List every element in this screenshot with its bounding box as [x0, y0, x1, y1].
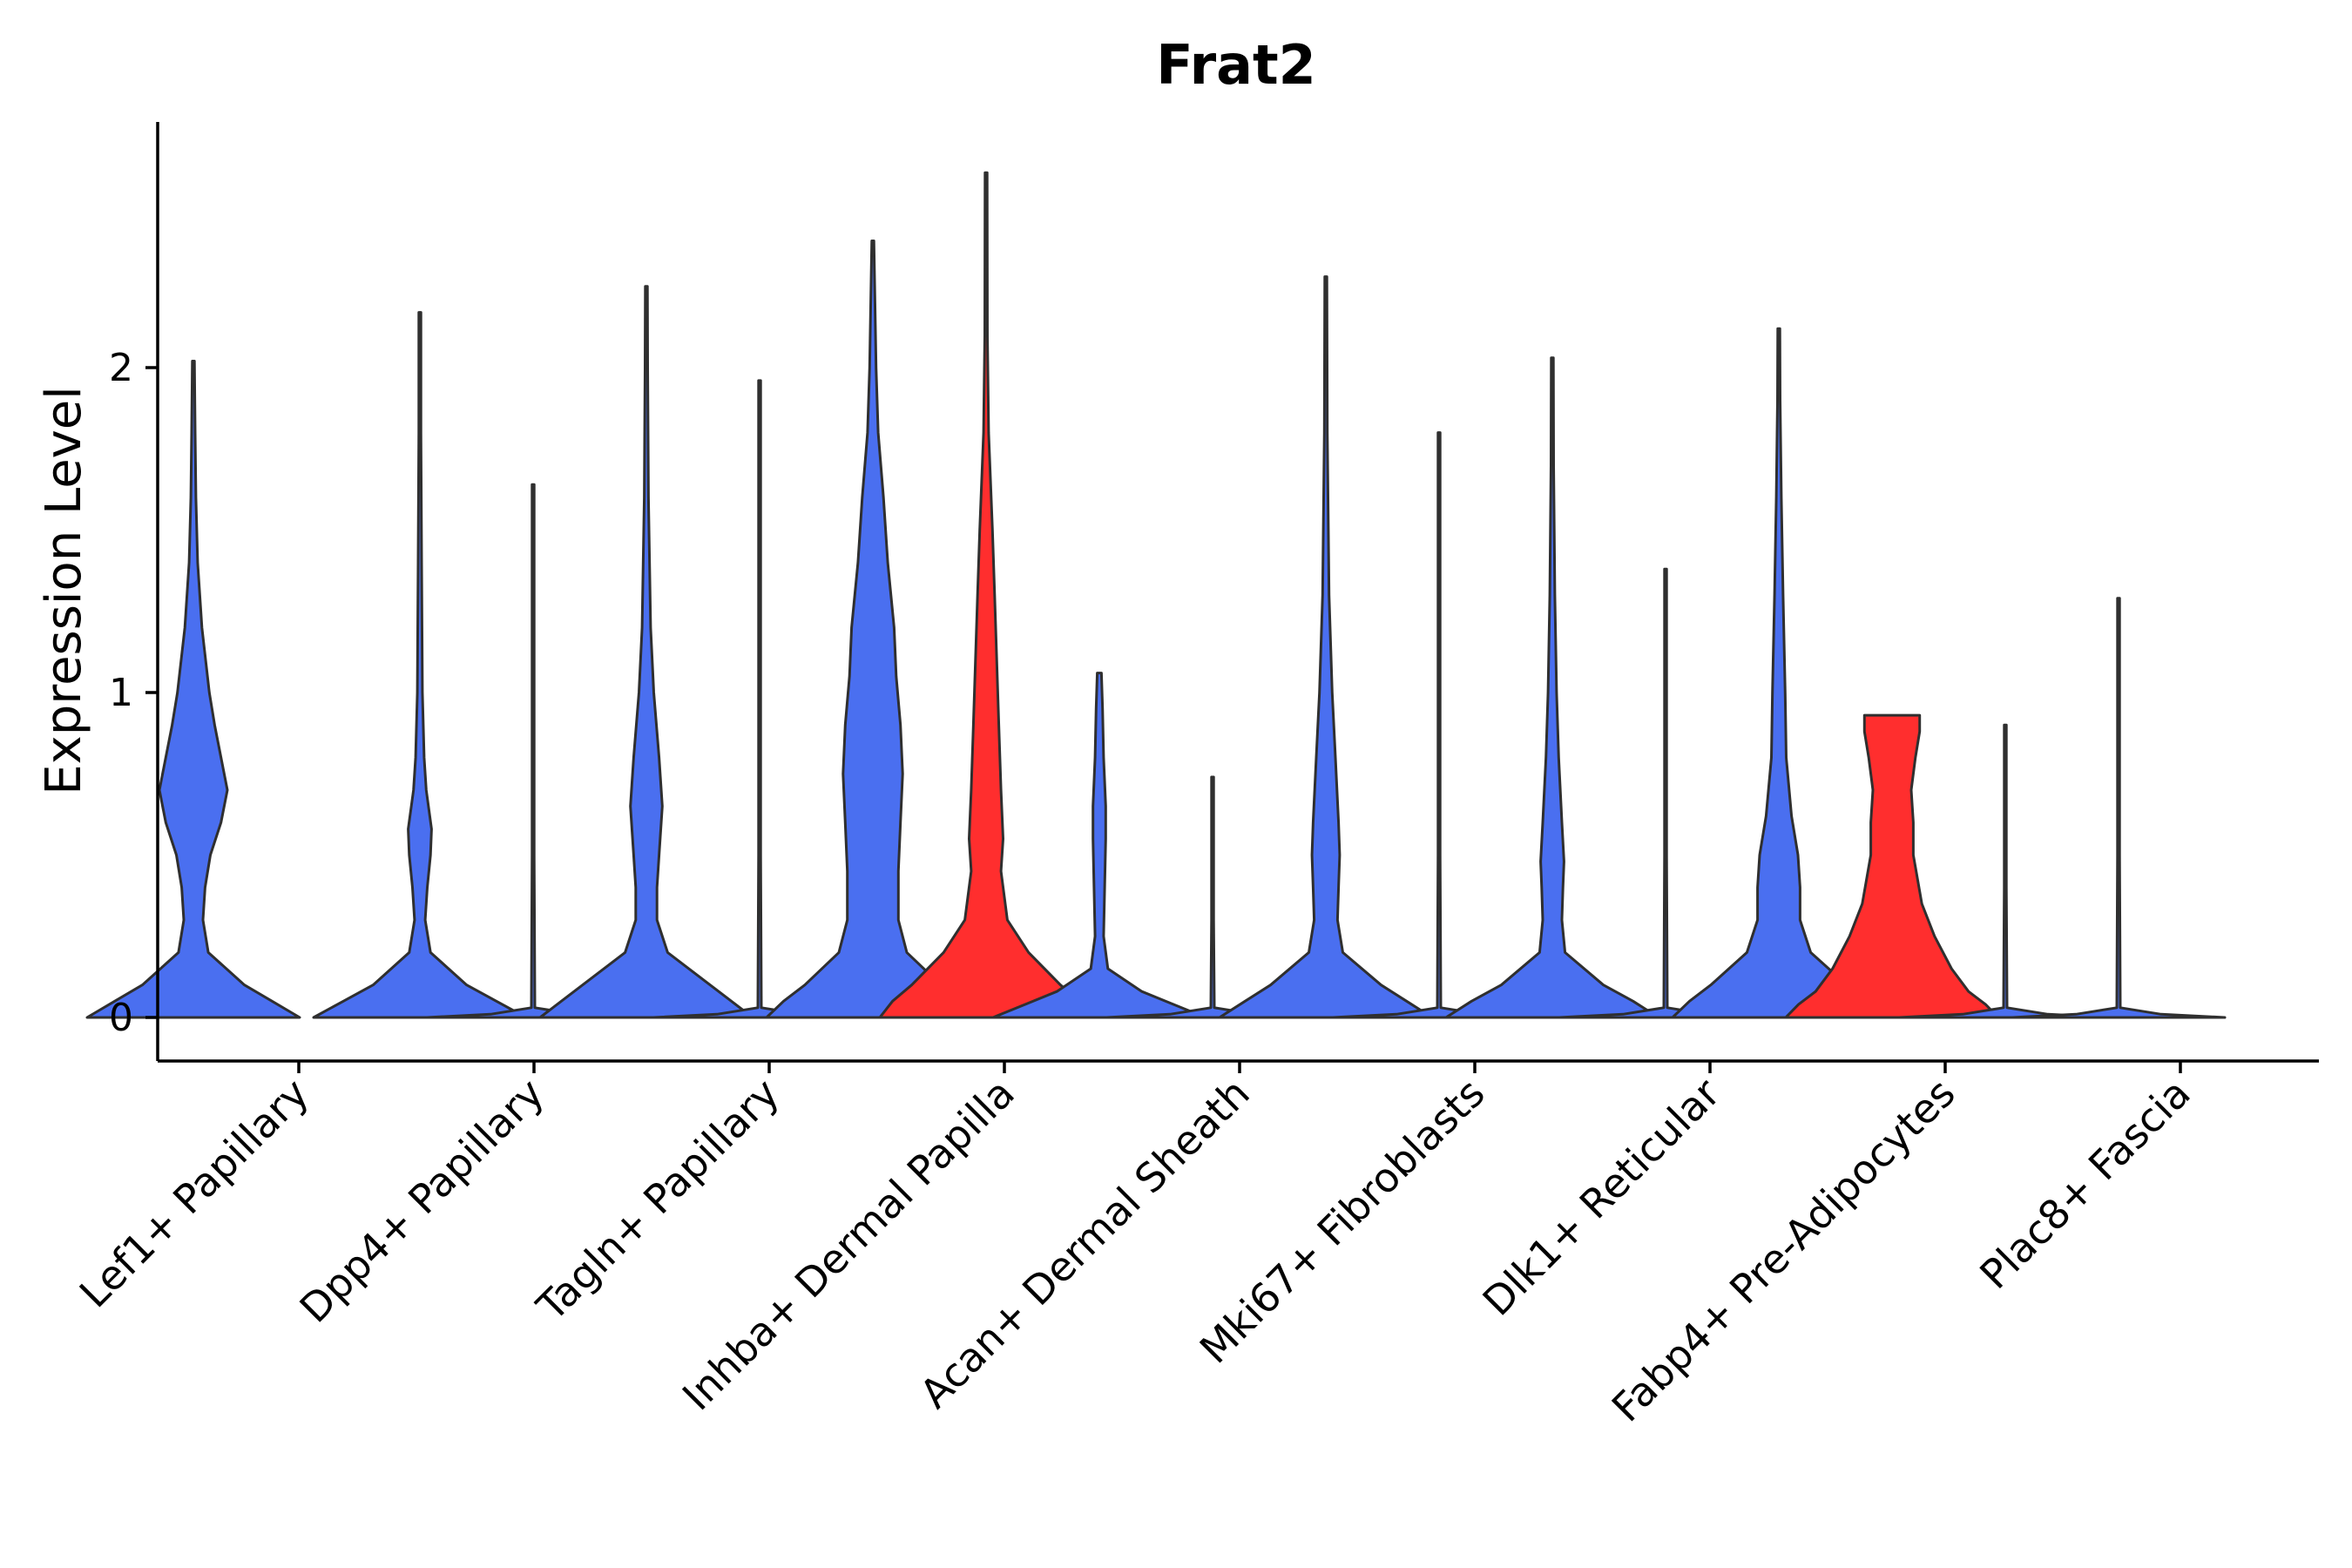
- y-ticks: 0 1 2: [109, 346, 158, 1040]
- y-tick-label: 2: [109, 346, 133, 390]
- violin-4-2: [878, 171, 1094, 1019]
- x-tick-label: Dlk1+ Reticular: [1474, 1070, 1729, 1325]
- violins-layer: [85, 171, 2227, 1019]
- violin-7-1: [1444, 356, 1660, 1019]
- y-tick-label: 1: [109, 671, 133, 715]
- axes-layer: [156, 122, 2319, 1063]
- x-tick-label: Plac8+ Fascia: [1970, 1070, 2199, 1298]
- violin-8-1: [1671, 327, 1887, 1019]
- violin-2-2: [425, 483, 641, 1019]
- violin-3-2: [652, 379, 868, 1019]
- x-tick-label: Lef1+ Papillary: [71, 1070, 318, 1317]
- violin-4-1: [765, 240, 981, 1019]
- violin-5-1: [991, 672, 1207, 1019]
- violin-9-2: [2011, 597, 2227, 1019]
- violin-2-1: [312, 311, 528, 1019]
- violin-3-1: [538, 285, 754, 1019]
- x-tick-label: Tagln+ Papillary: [527, 1070, 788, 1331]
- violin-6-2: [1331, 431, 1547, 1019]
- violin-7-2: [1558, 567, 1774, 1019]
- violin-6-1: [1218, 275, 1434, 1019]
- x-tick-label: Dpp4+ Papillary: [291, 1070, 553, 1332]
- y-tick-label: 0: [109, 996, 133, 1040]
- violin-1-1: [85, 360, 301, 1019]
- y-axis-title: Expression Level: [36, 386, 92, 795]
- violin-8-2: [1784, 713, 2000, 1019]
- chart-title: Frat2: [1156, 33, 1316, 97]
